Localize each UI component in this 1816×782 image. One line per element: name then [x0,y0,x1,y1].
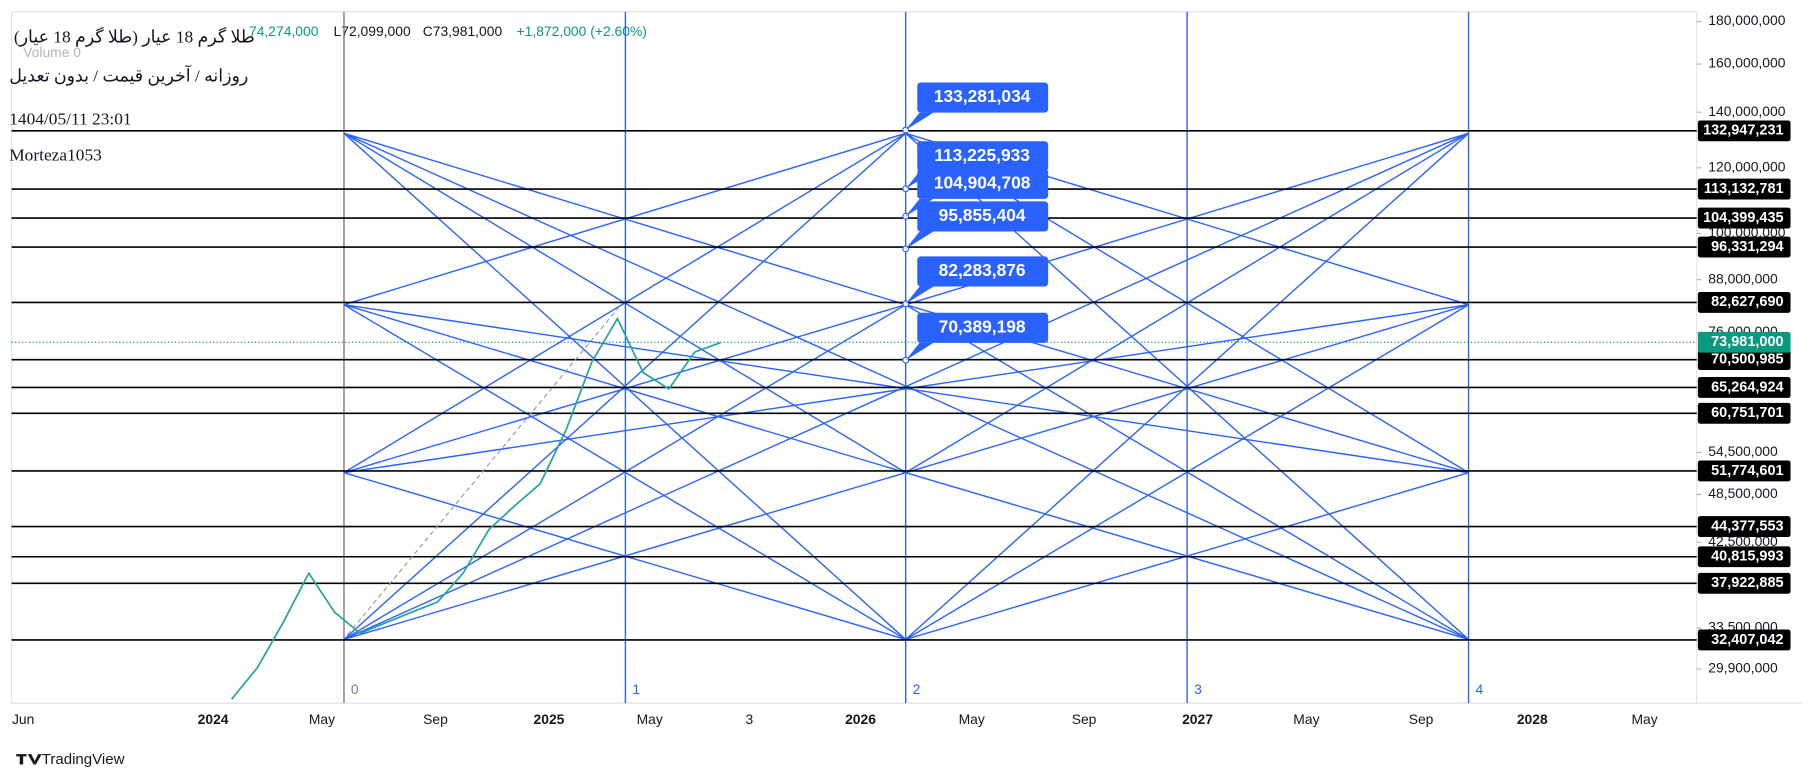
x-tick-label: May [1631,711,1657,727]
callout-box [917,256,1049,287]
level-label-bg [1697,377,1791,398]
callout-tail [905,342,934,361]
level-label: 37,922,885 [1711,575,1783,591]
level-label: 32,407,042 [1711,632,1783,648]
x-tick-label: 2028 [1517,711,1548,727]
x-tick-label: Sep [1072,711,1097,727]
level-label-bg [1697,207,1791,229]
level-label: 40,815,993 [1711,549,1783,565]
low: L72,099,000 [334,23,411,39]
y-tick-label: 88,000,000 [1708,270,1778,286]
level-label: 44,377,553 [1711,518,1783,534]
current-price-bg [1697,331,1791,353]
close: C73,981,000 [423,23,503,39]
callout-label: 113,225,933 [934,145,1030,165]
y-tick-label: 54,500,000 [1708,443,1778,459]
change: +1,872,000 (+2.60%) [517,23,647,39]
datetime: 1404/05/11 23:01 [9,110,131,129]
gann-index: 4 [1476,681,1484,697]
x-tick-label: Sep [1409,711,1434,727]
callout-label: 104,904,708 [934,172,1031,192]
current-price-label: 73,981,000 [1711,334,1783,350]
x-tick-label: May [637,711,663,727]
x-tick-label: 2027 [1182,711,1213,727]
callout-label: 95,855,404 [939,205,1026,225]
callout-label: 133,281,034 [934,86,1031,106]
level-label-bg [1697,178,1791,200]
level-label: 132,947,231 [1703,123,1783,139]
level-label-bg [1697,120,1791,142]
callout-label: 82,283,876 [939,260,1026,280]
brand: TradingView [42,751,125,768]
level-label-bg [1697,516,1791,538]
callout-box [917,141,1049,172]
y-tick-label: 48,500,000 [1708,485,1778,501]
gann-fan-line [343,132,906,306]
x-tick-label: May [309,711,335,727]
gann-index: 0 [351,681,359,697]
symbol: (طلا گرم 18 عیار (طلا گرم 18 عیار [14,26,255,47]
x-tick-label: Jun [12,711,34,727]
y-tick-label: 160,000,000 [1708,55,1785,71]
author: Morteza1053 [9,145,102,164]
gann-fan-line [905,304,1469,474]
level-label: 104,399,435 [1703,210,1783,226]
level-label-bg [1697,572,1791,594]
level-label: 70,500,985 [1711,351,1783,367]
open: 74,274,000 [249,23,319,39]
y-tick-label: 120,000,000 [1708,158,1785,174]
plot-area [11,11,1698,704]
level-label: 51,774,601 [1711,463,1783,479]
callout-tail [905,286,934,304]
level-label: 96,331,294 [1711,239,1783,255]
callout-box [917,312,1049,343]
callout-box [917,201,1049,232]
x-tick-label: Sep [423,711,448,727]
brand-logo [16,754,42,765]
level-label-bg [1697,629,1791,651]
level-label-bg [1697,546,1791,568]
level-label: 113,132,781 [1704,181,1784,197]
level-label: 65,264,924 [1711,379,1783,395]
interval: روزانه / آخرین قیمت / بدون تعدیل [9,65,248,87]
callout-tail [905,231,934,249]
y-tick-label: 180,000,000 [1708,12,1785,28]
x-tick-label: 2025 [534,711,565,727]
gann-fan-line [343,304,906,474]
volume: Volume 0 [23,44,81,60]
callout-box [917,82,1049,113]
gann-index: 2 [913,681,921,697]
x-tick-label: 2026 [845,711,876,727]
gann-fan-line [343,304,1469,474]
level-label-bg [1697,349,1791,371]
y-tick-label: 29,900,000 [1708,660,1778,676]
x-tick-label: 3 [745,711,753,727]
level-label: 82,627,690 [1711,294,1783,310]
level-label-bg [1697,460,1791,482]
x-tick-label: May [959,711,985,727]
price-line [230,316,721,700]
x-tick-label: 2024 [198,711,229,727]
level-label-bg [1697,236,1791,258]
level-label: 60,751,701 [1711,405,1783,421]
level-label-bg [1697,291,1791,313]
callout-label: 70,389,198 [939,316,1026,336]
gann-index: 1 [632,681,640,697]
callout-box [917,168,1049,199]
y-tick-label: 140,000,000 [1708,103,1785,119]
trend-line [347,303,623,636]
x-tick-label: May [1293,711,1319,727]
gann-index: 3 [1194,681,1202,697]
level-label-bg [1697,402,1791,424]
